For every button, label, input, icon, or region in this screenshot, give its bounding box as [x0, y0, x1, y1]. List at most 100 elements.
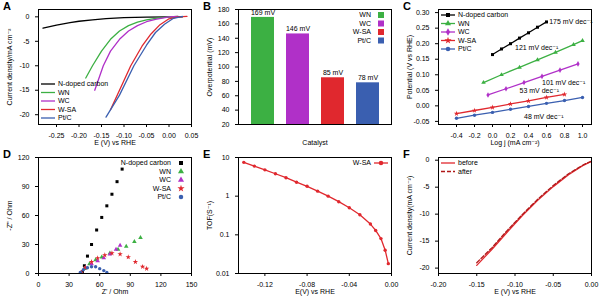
svg-text:0: 0: [37, 281, 41, 288]
svg-text:WC: WC: [159, 176, 171, 183]
svg-text:160: 160: [218, 20, 230, 27]
svg-text:0.01: 0.01: [216, 270, 230, 277]
svg-text:W-SA: W-SA: [458, 37, 476, 44]
svg-text:90: 90: [22, 183, 30, 190]
svg-text:121 mV dec⁻¹: 121 mV dec⁻¹: [515, 44, 559, 51]
svg-text:100: 100: [218, 63, 230, 70]
svg-text:0.05: 0.05: [416, 87, 430, 94]
svg-text:0: 0: [26, 270, 30, 277]
svg-text:0.10: 0.10: [416, 71, 430, 78]
svg-text:Z' / Ohm: Z' / Ohm: [102, 288, 129, 295]
svg-text:WC: WC: [359, 20, 371, 27]
svg-text:Current density/mA cm⁻²: Current density/mA cm⁻²: [6, 28, 14, 105]
svg-text:-0.15: -0.15: [469, 281, 485, 288]
svg-text:0.00: 0.00: [385, 281, 399, 288]
svg-text:0.25: 0.25: [416, 24, 430, 31]
svg-text:Pt/C: Pt/C: [357, 37, 371, 44]
svg-text:WC: WC: [58, 97, 70, 104]
svg-text:180: 180: [218, 6, 230, 13]
svg-text:85 mV: 85 mV: [323, 69, 344, 76]
svg-text:WN: WN: [159, 168, 171, 175]
svg-text:175 mV dec⁻¹: 175 mV dec⁻¹: [549, 18, 593, 25]
svg-text:Overpotential (mV): Overpotential (mV): [206, 38, 214, 97]
svg-text:E(V) vs RHE: E(V) vs RHE: [295, 288, 335, 296]
svg-text:1: 1: [226, 192, 230, 199]
svg-text:0.00: 0.00: [162, 132, 176, 139]
svg-text:40: 40: [222, 106, 230, 113]
svg-text:-10: -10: [19, 62, 29, 69]
svg-text:Pt/C: Pt/C: [458, 45, 472, 52]
svg-text:WN: WN: [359, 11, 371, 18]
svg-text:W-SA: W-SA: [153, 185, 171, 192]
svg-text:-15: -15: [419, 237, 429, 244]
svg-text:-5: -5: [423, 183, 429, 190]
svg-text:N-doped carbon: N-doped carbon: [121, 159, 171, 167]
svg-text:0.1: 0.1: [220, 231, 230, 238]
svg-text:E (V) vs RHE: E (V) vs RHE: [494, 288, 536, 296]
svg-text:Pt/C: Pt/C: [58, 114, 72, 121]
svg-text:-0.05: -0.05: [545, 281, 561, 288]
svg-text:-0.12: -0.12: [257, 281, 273, 288]
svg-text:-0.05: -0.05: [414, 118, 430, 125]
svg-text:-0.4: -0.4: [450, 132, 462, 139]
svg-text:-0.15: -0.15: [93, 132, 110, 140]
svg-text:80: 80: [222, 78, 230, 85]
svg-text:20: 20: [222, 121, 230, 128]
svg-text:0.6: 0.6: [542, 132, 552, 139]
svg-text:W-SA: W-SA: [353, 28, 371, 35]
svg-text:0.00: 0.00: [585, 281, 599, 288]
svg-text:53 mV dec⁻¹: 53 mV dec⁻¹: [520, 87, 560, 94]
svg-text:0.15: 0.15: [416, 55, 430, 62]
svg-text:after: after: [458, 168, 473, 175]
svg-text:-5: -5: [23, 38, 29, 45]
svg-text:-0.2: -0.2: [468, 132, 480, 139]
svg-text:WN: WN: [58, 89, 70, 96]
svg-text:WN: WN: [458, 20, 470, 27]
svg-text:E (V) vs RHE: E (V) vs RHE: [94, 139, 136, 147]
svg-text:48 mV dec⁻¹: 48 mV dec⁻¹: [524, 113, 564, 120]
svg-text:60: 60: [22, 212, 30, 219]
svg-text:W-SA: W-SA: [353, 159, 371, 166]
svg-text:0: 0: [26, 13, 30, 20]
svg-text:-20: -20: [19, 111, 29, 118]
svg-text:0.20: 0.20: [416, 40, 430, 47]
svg-text:-15: -15: [19, 86, 29, 93]
svg-text:10: 10: [222, 154, 230, 161]
svg-text:W-SA: W-SA: [58, 106, 76, 113]
svg-text:Pt/C: Pt/C: [157, 193, 171, 200]
svg-text:30: 30: [22, 241, 30, 248]
svg-text:1.0: 1.0: [578, 132, 588, 139]
svg-text:60: 60: [222, 92, 230, 99]
svg-text:0.30: 0.30: [416, 9, 430, 16]
svg-text:0.8: 0.8: [560, 132, 570, 139]
svg-text:146 mV: 146 mV: [286, 25, 310, 32]
svg-text:101 mV dec⁻¹: 101 mV dec⁻¹: [542, 79, 586, 86]
svg-text:78 mV: 78 mV: [358, 74, 379, 81]
svg-text:120: 120: [18, 154, 30, 161]
svg-text:0: 0: [426, 156, 430, 163]
svg-text:-Z'' / Ohm: -Z'' / Ohm: [6, 200, 13, 230]
svg-text:120: 120: [218, 49, 230, 56]
svg-text:140: 140: [218, 34, 230, 41]
svg-text:0.05: 0.05: [185, 132, 199, 139]
svg-text:Catalyst: Catalyst: [302, 139, 327, 147]
svg-text:-0.04: -0.04: [341, 281, 357, 288]
svg-text:before: before: [458, 159, 478, 166]
svg-text:-10: -10: [419, 210, 429, 217]
svg-text:0.00: 0.00: [416, 102, 430, 109]
svg-text:-0.20: -0.20: [431, 281, 447, 288]
svg-text:-0.25: -0.25: [49, 132, 65, 139]
svg-text:30: 30: [65, 281, 73, 288]
svg-text:N-doped carbon: N-doped carbon: [58, 80, 108, 88]
svg-text:-20: -20: [419, 264, 429, 271]
svg-text:150: 150: [186, 281, 198, 288]
svg-text:TOF(S⁻¹): TOF(S⁻¹): [206, 201, 214, 230]
svg-text:Potential (V vs RHE): Potential (V vs RHE): [406, 35, 414, 99]
svg-text:Log j (mA cm⁻²): Log j (mA cm⁻²): [490, 139, 539, 147]
svg-text:WC: WC: [458, 28, 470, 35]
svg-text:120: 120: [155, 281, 167, 288]
svg-text:-0.20: -0.20: [71, 132, 87, 139]
svg-text:N-doped carbon: N-doped carbon: [458, 11, 508, 19]
svg-text:Current density(mA cm⁻²): Current density(mA cm⁻²): [406, 176, 414, 256]
svg-text:-0.05: -0.05: [139, 132, 155, 139]
